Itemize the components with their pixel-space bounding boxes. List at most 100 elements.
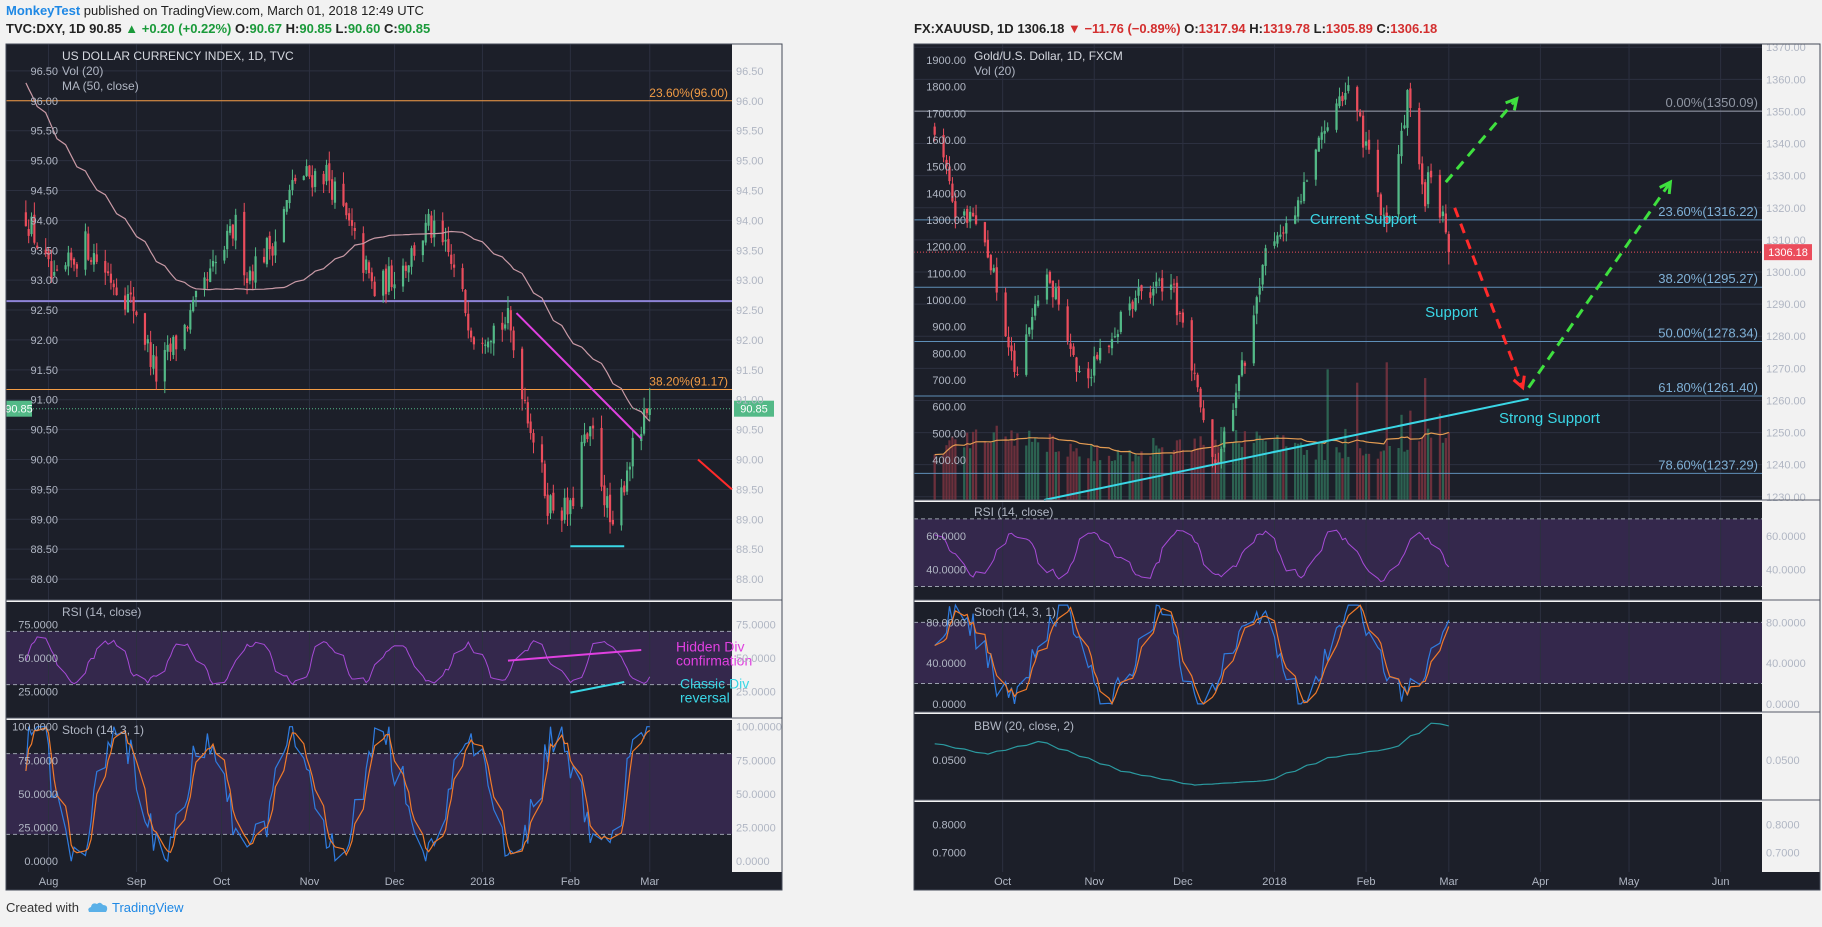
xau-volume-bar-38 [1093,461,1096,500]
xau-rsi-tick-left-1: 40.0000 [926,565,966,577]
dxy-rsi-tick-left-0: 75.0000 [18,620,58,632]
dxy-candle-body-13 [72,258,76,265]
xau-volume-bar-37 [1090,444,1093,500]
dxy-price-pane [6,44,732,600]
xau-stoch-d-line [934,604,1450,706]
dxy-price-tick-left-8: 92.50 [30,305,58,317]
xau-candle-body-110 [1388,216,1391,222]
xau-fib-label-3: 50.00%(1278.34) [1658,326,1758,341]
xau-volume-bar-86 [1294,442,1297,500]
xau-candle-body-113 [1403,125,1406,129]
xau-candle-body-67 [1214,459,1217,464]
xau-candle-body-37 [1090,377,1093,379]
dxy-indicator-label-0: Vol (20) [62,64,103,78]
xau-volume-bar-23 [1031,441,1034,500]
dxy-candle-body-87 [367,262,371,274]
xau-candle-body-25 [1036,300,1040,306]
dxy-title: US DOLLAR CURRENCY INDEX, 1D, TVC [62,49,294,63]
xau-candle-body-41 [1107,345,1111,347]
xau-rsi-tick-right-1: 40.0000 [1766,565,1806,577]
dxy-symbol-line: TVC:DXY, 1D 90.85 ▲ +0.20 (+0.22%) O:90.… [6,21,430,36]
footer: Created with TradingView [6,900,184,915]
dxy-candle-body-67 [288,189,291,204]
xau-volume-tick-left-13: 600.00 [932,402,966,414]
xau-candle-body-87 [1296,200,1300,217]
xau-price-tick-right-9: 1280.00 [1766,331,1806,343]
xau-volume-bar-17 [1007,441,1010,500]
dxy-stoch-band [6,753,732,835]
xau-candle-body-55 [1161,278,1164,292]
xau-volume-bar-111 [1397,448,1400,500]
dxy-candle-body-42 [189,310,192,330]
xau-bbw-line [934,722,1449,786]
xau-candle-body-11 [983,222,987,243]
xau-candle-body-99 [1344,92,1347,100]
xau-candle-body-94 [1323,130,1326,134]
xau-volume-bar-13 [989,442,992,500]
dxy-stoch-tick-left-0: 100.0000 [12,722,58,734]
dxy-candle-body-7 [50,261,53,279]
dxy-price-tick-left-17: 88.00 [30,574,58,586]
author-link[interactable]: MonkeyTest [6,3,81,18]
dxy-ticker[interactable]: TVC:DXY, 1D [6,21,86,36]
dxy-candle-body-55 [243,211,246,276]
xau-volume-bar-21 [1025,445,1028,500]
xau-title: Gold/U.S. Dollar, 1D, FXCM [974,49,1123,63]
xau-candle-body-117 [1421,163,1424,185]
xau-volume-tick-left-4: 1500.00 [926,162,966,174]
dxy-candle-body-60 [262,256,266,263]
dxy-candle-body-128 [529,421,532,434]
xau-candle-body-81 [1273,241,1276,246]
xau-frame [913,43,1821,891]
dxy-candle-body-38 [172,336,175,356]
dxy-candle-body-46 [206,279,209,281]
xau-volume-bar-101 [1356,382,1359,500]
dxy-candle-body-148 [608,494,612,523]
xau-fib-label-2: 38.20%(1295.27) [1658,271,1758,286]
dxy-price-tick-left-7: 93.00 [30,275,58,287]
dxy-candle-body-12 [70,252,73,261]
xau-volume-bar-29 [1054,451,1057,500]
dxy-candle-body-6 [47,251,50,260]
footer-brand[interactable]: TradingView [112,900,184,915]
xau-ticker[interactable]: FX:XAUUSD, 1D [914,21,1014,36]
xau-volume-bar-24 [1034,437,1037,500]
dxy-frame [5,43,783,891]
xau-volume-bar-65 [1202,444,1205,500]
xau-price-tick-right-0: 1370.00 [1766,42,1806,54]
xau-stoch-tick-right-2: 0.0000 [1766,699,1800,711]
dxy-price-tick-left-10: 91.50 [30,365,58,377]
xau-candle-body-63 [1196,374,1199,388]
xau-extra-tick-right-1: 0.7000 [1766,847,1800,859]
dxy-candle-body-54 [234,214,237,241]
xau-candle-body-106 [1376,149,1380,193]
xau-volume-tick-left-14: 500.00 [932,428,966,440]
xau-rsi-tick-left-0: 60.0000 [926,531,966,543]
dxy-stoch-tick-left-4: 0.0000 [24,856,58,868]
dxy-candle-body-88 [370,272,373,282]
dxy-price-tick-left-0: 96.50 [30,66,58,78]
xau-volume-tick-left-6: 1300.00 [926,215,966,227]
xau-candle-body-105 [1367,139,1371,150]
dxy-fib-label-1: 38.20%(91.17) [649,375,728,389]
dxy-price-tick-right-11: 91.00 [736,395,764,407]
dxy-candle-body-97 [407,265,410,273]
dxy-candle-body-26 [126,294,130,313]
xau-candle-body-30 [1057,286,1060,305]
dxy-xtick-3: Nov [300,876,320,888]
xau-candle-body-65 [1202,408,1205,421]
dxy-rsi-tick-right-0: 75.0000 [736,620,776,632]
dxy-candle-body-129 [532,433,535,443]
dxy-candle-body-118 [489,341,493,343]
xau-candle-body-24 [1034,304,1037,316]
xau-volume-bar-60 [1181,449,1185,500]
dxy-price-tick-left-6: 93.50 [30,245,58,257]
dxy-price-tick-right-13: 90.00 [736,455,764,467]
dxy-candle-body-111 [464,289,467,314]
xau-bbw-tick-right-0: 0.0500 [1766,755,1800,767]
dxy-candle-body-49 [214,262,217,264]
xau-candle-body-109 [1385,212,1388,224]
xau-candle-body-96 [1335,103,1338,130]
xau-stoch-tick-left-1: 40.0000 [926,658,966,670]
